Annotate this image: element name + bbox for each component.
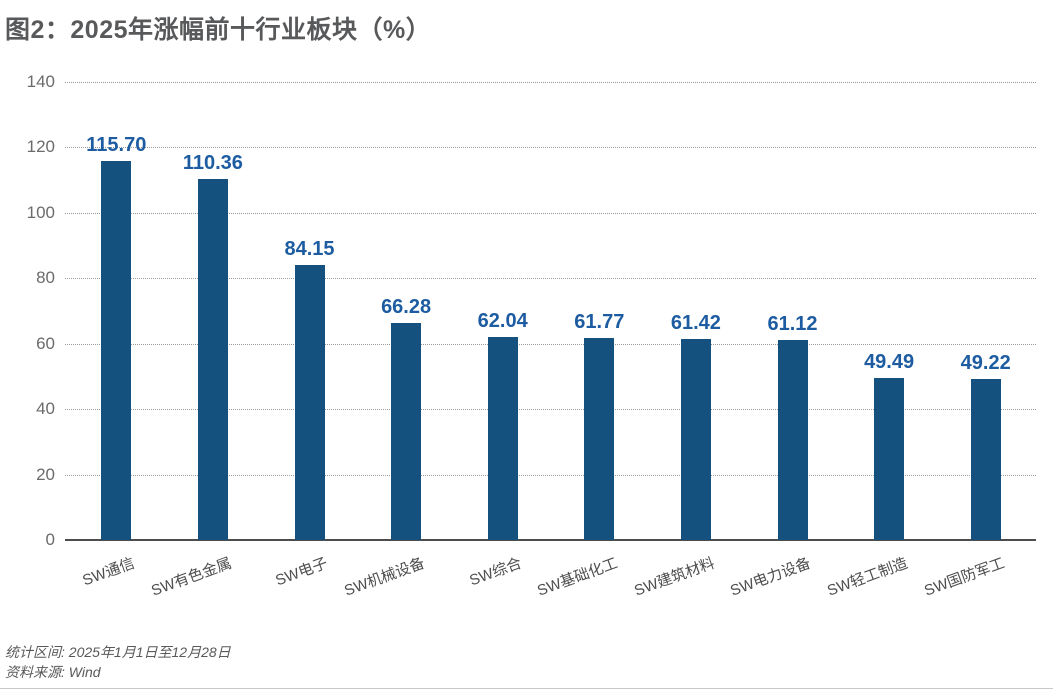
bar [777, 340, 808, 540]
bar-value-label: 66.28 [381, 296, 432, 319]
y-axis-tick-label: 100 [26, 202, 55, 222]
x-axis-line [65, 539, 1036, 541]
x-axis-category-label: SW电子 [273, 554, 331, 590]
y-axis-tick-label: 20 [36, 464, 55, 484]
gridline [65, 409, 1036, 411]
bar-value-label: 62.04 [477, 310, 528, 333]
x-axis-category-label: SW国防军工 [921, 554, 1007, 600]
y-axis-tick-label: 60 [36, 333, 55, 353]
bar-value-label: 61.12 [767, 313, 818, 336]
x-axis-category-label: SW建筑材料 [631, 554, 717, 600]
bar-value-label: 61.77 [574, 310, 625, 333]
bar [680, 339, 711, 540]
bar-value-label: 115.70 [86, 134, 147, 157]
x-axis-category-label: SW基础化工 [535, 554, 621, 600]
gridline [65, 278, 1036, 280]
x-axis-category-label: SW有色金属 [148, 554, 234, 600]
bottom-divider [0, 688, 1053, 689]
stats-period-note: 统计区间: 2025年1月1日至12月28日 [5, 644, 231, 660]
gridline [65, 212, 1036, 214]
bar [970, 378, 1001, 540]
bar-value-label: 61.42 [670, 312, 721, 335]
x-axis-category-label: SW综合 [466, 554, 524, 590]
bar-value-label: 49.49 [864, 351, 915, 374]
y-axis-tick-label: 120 [26, 137, 55, 157]
y-axis-tick-label: 80 [36, 268, 55, 288]
x-axis-category-label: SW轻工制造 [825, 554, 910, 600]
x-axis-category-label: SW通信 [80, 554, 138, 590]
bar [487, 337, 518, 540]
bar-value-label: 84.15 [284, 237, 335, 260]
bar-value-label: 49.22 [960, 351, 1011, 374]
bar [197, 178, 228, 540]
bar [391, 323, 422, 540]
data-source-note: 资料来源: Wind [5, 664, 101, 680]
gridline [65, 474, 1036, 476]
y-axis-tick-label: 0 [45, 530, 55, 549]
y-axis-tick-label: 140 [26, 72, 55, 91]
bar [874, 378, 905, 540]
bar-value-label: 110.36 [182, 151, 243, 174]
bar [584, 337, 615, 540]
chart-title: 图2：2025年涨幅前十行业板块（%） [5, 16, 432, 44]
x-axis-category-label: SW机械设备 [342, 554, 427, 600]
gridline [65, 82, 1036, 83]
x-axis-category-label: SW电力设备 [728, 554, 814, 600]
bar [101, 161, 132, 540]
y-axis-tick-label: 40 [36, 399, 55, 419]
gridline [65, 343, 1036, 345]
gridline [65, 147, 1036, 149]
bar [294, 264, 325, 540]
